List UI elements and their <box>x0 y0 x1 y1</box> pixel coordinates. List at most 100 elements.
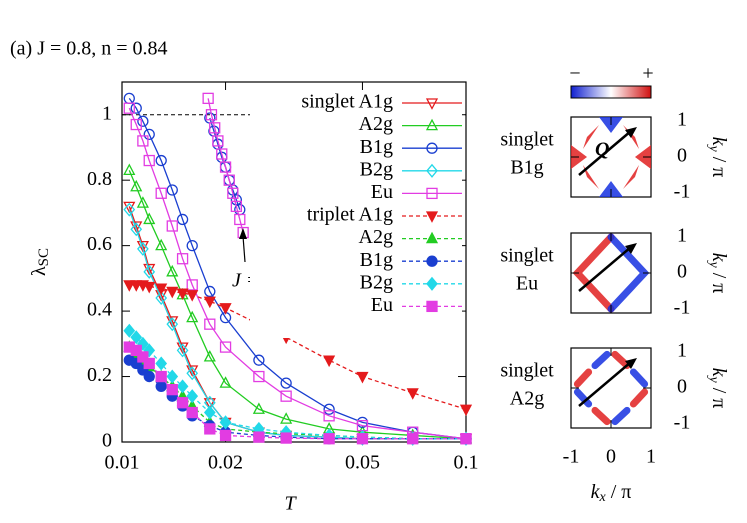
marker <box>143 128 155 141</box>
marker <box>253 431 265 443</box>
marker <box>406 388 419 400</box>
legend-label: B1g <box>360 249 393 271</box>
marker <box>186 389 199 404</box>
inset-pattern <box>629 368 649 388</box>
marker <box>166 383 178 396</box>
marker <box>407 433 419 445</box>
marker <box>227 187 239 199</box>
marker <box>130 118 142 131</box>
label-sub: y <box>706 144 721 153</box>
marker <box>219 303 232 315</box>
legend-label: B2g <box>360 271 393 293</box>
inset-y-tick-label: 0 <box>677 261 687 283</box>
marker <box>425 211 439 223</box>
y-tick-label: 0.4 <box>87 299 112 321</box>
inset-pattern <box>583 165 599 189</box>
y-axis-label: λSC <box>28 248 53 276</box>
marker <box>216 148 228 160</box>
legend-box <box>250 90 462 338</box>
inset-y-tick-label: 1 <box>677 340 687 362</box>
marker <box>209 122 221 134</box>
marker <box>143 264 156 279</box>
marker <box>176 288 189 300</box>
inset-y-tick-label: -1 <box>674 297 691 319</box>
marker <box>203 405 216 420</box>
inset-background <box>570 232 652 314</box>
label-sub: y <box>706 375 721 384</box>
vector-arrowhead <box>625 127 637 138</box>
x-tick-label: 0.05 <box>345 452 380 474</box>
vector-arrow <box>578 130 632 176</box>
inset-panel: singlet A2g 1 0 -1 ky / π <box>500 340 730 434</box>
colorbar-high: + <box>642 63 653 85</box>
marker <box>143 281 156 294</box>
colorbar: − + <box>569 63 654 99</box>
y-tick-label: 0.8 <box>87 168 112 190</box>
marker <box>186 366 199 381</box>
series-line <box>128 170 467 440</box>
series-line <box>128 209 466 440</box>
legend-label: A2g <box>359 226 393 248</box>
colorbar-bar <box>570 85 652 99</box>
marker <box>137 115 149 127</box>
y-tick-label: 1 <box>102 102 112 124</box>
marker <box>426 187 438 200</box>
marker <box>137 351 149 363</box>
marker <box>155 290 168 306</box>
marker <box>203 296 216 309</box>
legend-label: B2g <box>360 158 393 180</box>
inset-pattern <box>611 406 631 426</box>
series-line <box>128 97 467 440</box>
annotation-arrow <box>242 235 246 263</box>
marker <box>123 323 136 338</box>
y-label-sub: SC <box>36 248 52 266</box>
marker <box>130 330 143 345</box>
marker <box>123 163 136 176</box>
label-base: k <box>708 253 730 263</box>
label-rest: / π <box>606 481 632 503</box>
y-label-symbol: λ <box>28 266 50 276</box>
marker <box>426 276 438 291</box>
marker <box>155 187 167 199</box>
x-tick-label: 0.02 <box>208 452 243 474</box>
marker <box>204 318 216 330</box>
inset-background <box>570 347 652 429</box>
legend-label: singlet A1g <box>301 91 393 113</box>
marker <box>219 341 232 353</box>
marker <box>230 200 243 213</box>
marker <box>130 102 142 114</box>
inset-x-label: kx / π <box>591 481 632 506</box>
marker <box>143 357 155 370</box>
inset-y-label: ky / π <box>706 368 731 409</box>
marker <box>166 369 179 384</box>
marker <box>219 415 232 430</box>
marker <box>166 317 179 332</box>
marker <box>203 350 216 362</box>
marker <box>155 154 167 167</box>
y-tick-label: 0 <box>102 430 112 452</box>
marker <box>280 390 292 402</box>
inset-label: B1g <box>510 157 543 179</box>
annotation-arrowhead <box>239 228 247 239</box>
marker <box>212 135 224 147</box>
marker <box>356 371 369 384</box>
y-tick-label: 0.2 <box>87 364 112 386</box>
marker <box>253 354 265 366</box>
label-base: k <box>708 368 730 378</box>
marker <box>204 423 216 435</box>
plot-frame <box>121 81 467 443</box>
inset-label: singlet <box>500 129 554 151</box>
marker <box>459 404 473 417</box>
marker <box>219 429 232 442</box>
label-sub: y <box>706 260 721 269</box>
inset-label: singlet <box>500 245 554 267</box>
inset-x-tick-label: -1 <box>563 446 580 468</box>
marker <box>426 142 438 154</box>
marker <box>203 398 216 410</box>
marker <box>176 343 189 358</box>
inset-y-tick-label: 0 <box>677 145 687 167</box>
label-base: k <box>591 481 601 503</box>
vector-arrowhead <box>625 358 637 369</box>
marker <box>130 179 143 192</box>
